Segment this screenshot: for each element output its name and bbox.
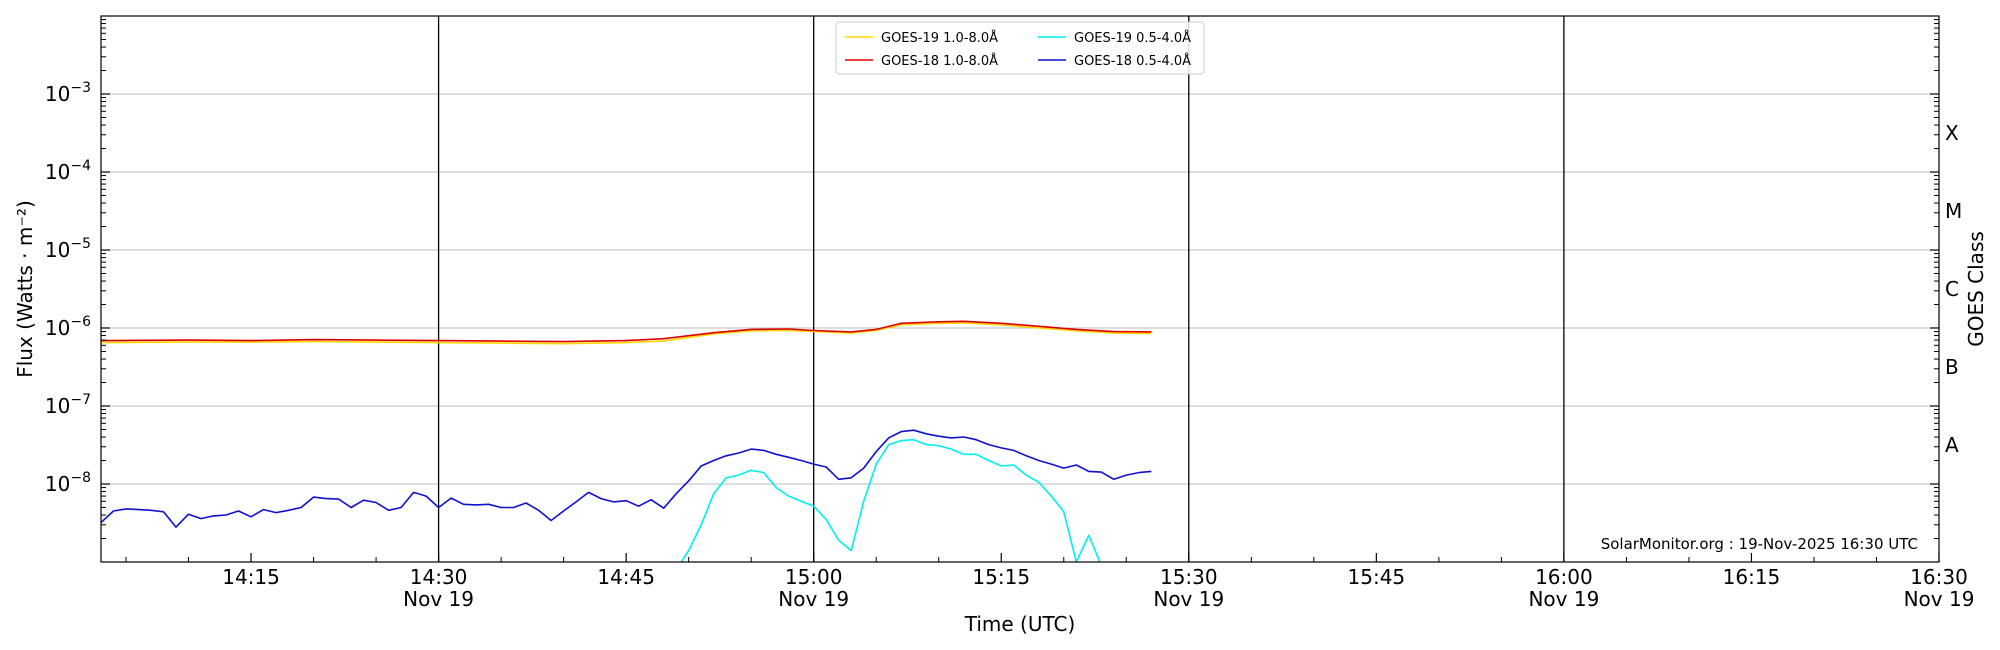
- day-separator-lines: [437, 16, 1565, 562]
- x-tick-label: 14:30: [410, 565, 468, 589]
- goes-class-label: A: [1945, 433, 1959, 457]
- y-axis-ticks: 10−8 10−7 10−6 10−5 10−4 10−3: [45, 19, 1939, 540]
- x-tick-label: 15:30: [1160, 565, 1218, 589]
- x-tick-date-label: Nov 19: [403, 587, 474, 611]
- x-tick-label: 16:00: [1535, 565, 1593, 589]
- y-tick-label: 10−5: [45, 236, 91, 262]
- x-tick-date-label: Nov 19: [1153, 587, 1224, 611]
- x-tick-label: 15:15: [972, 565, 1030, 589]
- legend: GOES-19 1.0-8.0Å GOES-18 1.0-8.0Å GOES-19 …: [835, 21, 1205, 75]
- legend-entry-label: GOES-19 1.0-8.0Å: [881, 30, 998, 46]
- goes-class-label: B: [1945, 355, 1959, 379]
- goes-class-label: X: [1945, 121, 1959, 145]
- goes-class-labels: A B C M X: [1945, 121, 1962, 457]
- right-axis-title: GOES Class: [1964, 231, 1988, 347]
- plot-frame: [100, 15, 1940, 563]
- credit-text: SolarMonitor.org : 19-Nov-2025 16:30 UTC: [1601, 535, 1918, 553]
- legend-entry-label: GOES-19 0.5-4.0Å: [1074, 30, 1191, 46]
- horizontal-gridlines: [101, 93, 1939, 485]
- series-line-2: [680, 438, 1101, 562]
- y-tick-label: 10−4: [45, 158, 91, 184]
- series-line-0: [101, 322, 1152, 345]
- series-lines: [101, 320, 1152, 562]
- x-tick-label: 15:00: [785, 565, 843, 589]
- goes-class-label: M: [1945, 199, 1962, 223]
- series-line-1: [101, 320, 1152, 343]
- x-tick-label: 14:15: [222, 565, 280, 589]
- x-tick-label: 16:30: [1910, 565, 1968, 589]
- y-axis-title: Flux (Watts · m⁻²): [13, 200, 37, 378]
- y-tick-label: 10−7: [45, 392, 91, 418]
- x-tick-label: 15:45: [1348, 565, 1406, 589]
- legend-box: [835, 21, 1205, 75]
- series-line-3: [101, 429, 1152, 528]
- x-tick-label: 14:45: [597, 565, 655, 589]
- x-axis-title: Time (UTC): [964, 612, 1076, 636]
- y-tick-label: 10−6: [45, 314, 91, 340]
- goes-class-label: C: [1945, 277, 1959, 301]
- x-tick-date-label: Nov 19: [1528, 587, 1599, 611]
- x-tick-date-label: Nov 19: [1904, 587, 1975, 611]
- legend-entry-label: GOES-18 1.0-8.0Å: [881, 53, 998, 69]
- x-tick-label: 16:15: [1723, 565, 1781, 589]
- y-tick-label: 10−8: [45, 470, 91, 496]
- y-tick-label: 10−3: [45, 80, 91, 106]
- x-tick-date-label: Nov 19: [778, 587, 849, 611]
- legend-entry-label: GOES-18 0.5-4.0Å: [1074, 53, 1191, 69]
